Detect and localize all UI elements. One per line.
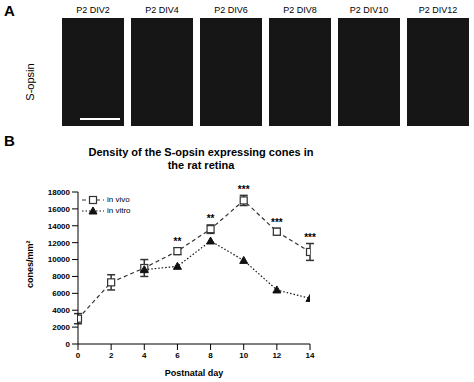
svg-text:***: *** [304, 232, 316, 243]
svg-text:10000: 10000 [48, 255, 71, 264]
svg-text:**: ** [174, 236, 182, 247]
svg-text:16000: 16000 [48, 205, 71, 214]
svg-text:14: 14 [306, 351, 315, 360]
svg-text:18000: 18000 [48, 188, 71, 197]
html-text:P2 DIV2: P2 DIV2 [76, 5, 110, 15]
svg-text:4: 4 [142, 351, 147, 360]
svg-text:14000: 14000 [48, 222, 71, 231]
html-text:S-opsin: S-opsin [24, 63, 36, 101]
svg-text:4000: 4000 [52, 306, 70, 315]
svg-text:12: 12 [272, 351, 281, 360]
svg-text:10: 10 [239, 351, 248, 360]
svg-text:***: *** [271, 217, 283, 228]
svg-text:8: 8 [208, 351, 213, 360]
svg-text:cones/mm²: cones/mm² [25, 240, 35, 288]
svg-text:0: 0 [76, 351, 81, 360]
html-text:P2 DIV6: P2 DIV6 [214, 5, 248, 15]
html-text:P2 DIV4: P2 DIV4 [145, 5, 179, 15]
html-text:B: B [4, 132, 15, 149]
html-text:P2 DIV8: P2 DIV8 [283, 5, 317, 15]
html-text:P2 DIV10: P2 DIV10 [349, 5, 389, 15]
html-text:in vivo: in vivo [107, 195, 130, 204]
html-text:Density of the S-opsin express: Density of the S-opsin expressing cones … [88, 146, 314, 171]
svg-text:Postnatal day: Postnatal day [165, 368, 224, 378]
html-text:P2 DIV12: P2 DIV12 [418, 5, 458, 15]
svg-text:***: *** [238, 184, 250, 195]
svg-text:6: 6 [175, 351, 180, 360]
svg-text:0: 0 [66, 340, 71, 349]
svg-text:2000: 2000 [52, 323, 70, 332]
svg-text:6000: 6000 [52, 289, 70, 298]
svg-text:8000: 8000 [52, 272, 70, 281]
html-text:in vitro: in vitro [107, 206, 131, 215]
svg-text:12000: 12000 [48, 239, 71, 248]
svg-text:**: ** [207, 213, 215, 224]
html-text:A: A [4, 2, 15, 19]
svg-text:2: 2 [109, 351, 114, 360]
